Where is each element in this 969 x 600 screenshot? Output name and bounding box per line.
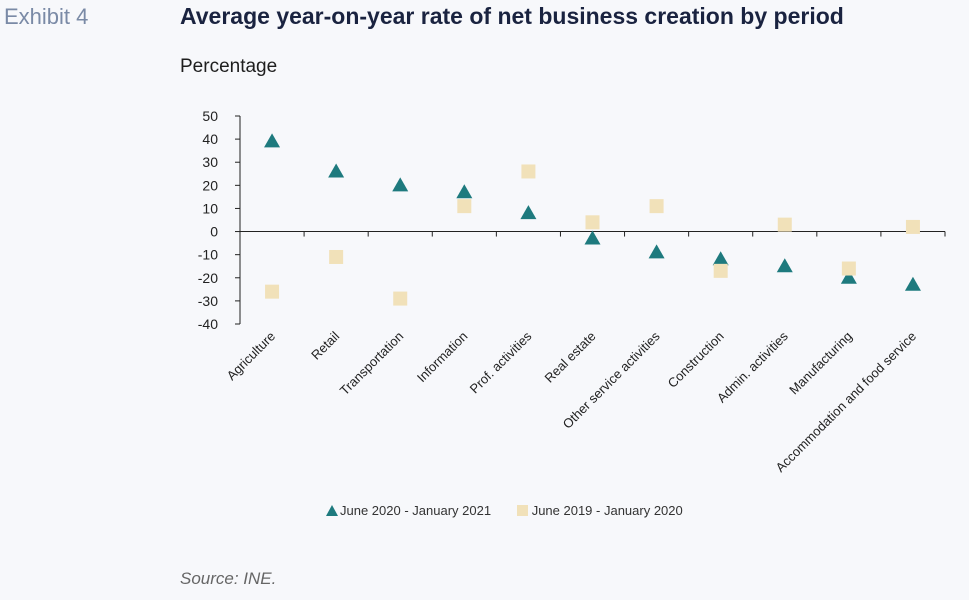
marker-square-series2 [457, 199, 472, 214]
marker-square-series2 [393, 291, 408, 306]
x-category-label: Accommodation and food service [773, 329, 920, 476]
marker-square-series2 [841, 261, 856, 276]
y-tick-label: 40 [202, 131, 218, 147]
y-tick-label: 20 [202, 177, 218, 193]
marker-square-series2 [713, 263, 728, 278]
marker-triangle-series1 [712, 251, 729, 266]
x-category-label: Agriculture [224, 329, 279, 384]
y-tick-label: -40 [198, 316, 218, 332]
marker-triangle-series1 [648, 244, 665, 259]
y-tick-label: -20 [198, 270, 218, 286]
x-category-label: Transportation [337, 329, 407, 399]
legend-item-series2: June 2019 - January 2020 [516, 503, 683, 518]
marker-square-series2 [777, 217, 792, 232]
x-category-label: Construction [665, 329, 727, 391]
triangle-marker-icon [326, 505, 338, 516]
marker-triangle-series1 [904, 276, 921, 291]
y-tick-label: 30 [202, 154, 218, 170]
y-tick-label: 10 [202, 200, 218, 216]
marker-triangle-series1 [392, 177, 409, 192]
marker-triangle-series1 [584, 230, 601, 245]
x-category-label: Information [414, 329, 471, 386]
y-tick-label: 0 [210, 224, 218, 240]
marker-square-series2 [521, 164, 536, 179]
legend-label-series2: June 2019 - January 2020 [531, 503, 683, 518]
x-category-label: Prof. activities [467, 328, 535, 396]
chart-legend: June 2020 - January 2021 June 2019 - Jan… [326, 503, 705, 519]
marker-square-series2 [905, 219, 920, 234]
marker-square-series2 [585, 215, 600, 230]
x-category-label: Manufacturing [786, 329, 855, 398]
marker-triangle-series1 [456, 184, 473, 199]
x-category-label: Real estate [542, 329, 599, 386]
chart-title: Average year-on-year rate of net busines… [180, 3, 844, 29]
marker-square-series2 [329, 249, 344, 264]
marker-triangle-series1 [840, 269, 857, 284]
marker-square-series2 [265, 284, 280, 299]
source-note: Source: INE. [180, 569, 277, 588]
y-tick-label: -10 [198, 247, 218, 263]
marker-triangle-series1 [776, 258, 793, 273]
marker-triangle-series1 [328, 163, 345, 178]
chart-subtitle: Percentage [180, 56, 278, 77]
y-tick-label: -30 [198, 293, 218, 309]
marker-square-series2 [649, 199, 664, 214]
exhibit-label: Exhibit 4 [4, 4, 89, 29]
y-tick-label: 50 [202, 108, 218, 124]
legend-label-series1: June 2020 - January 2021 [340, 503, 492, 518]
marker-triangle-series1 [520, 205, 537, 220]
square-marker-icon [516, 505, 528, 516]
x-category-label: Retail [308, 328, 342, 362]
legend-item-series1: June 2020 - January 2021 [326, 503, 491, 518]
marker-triangle-series1 [264, 133, 281, 148]
